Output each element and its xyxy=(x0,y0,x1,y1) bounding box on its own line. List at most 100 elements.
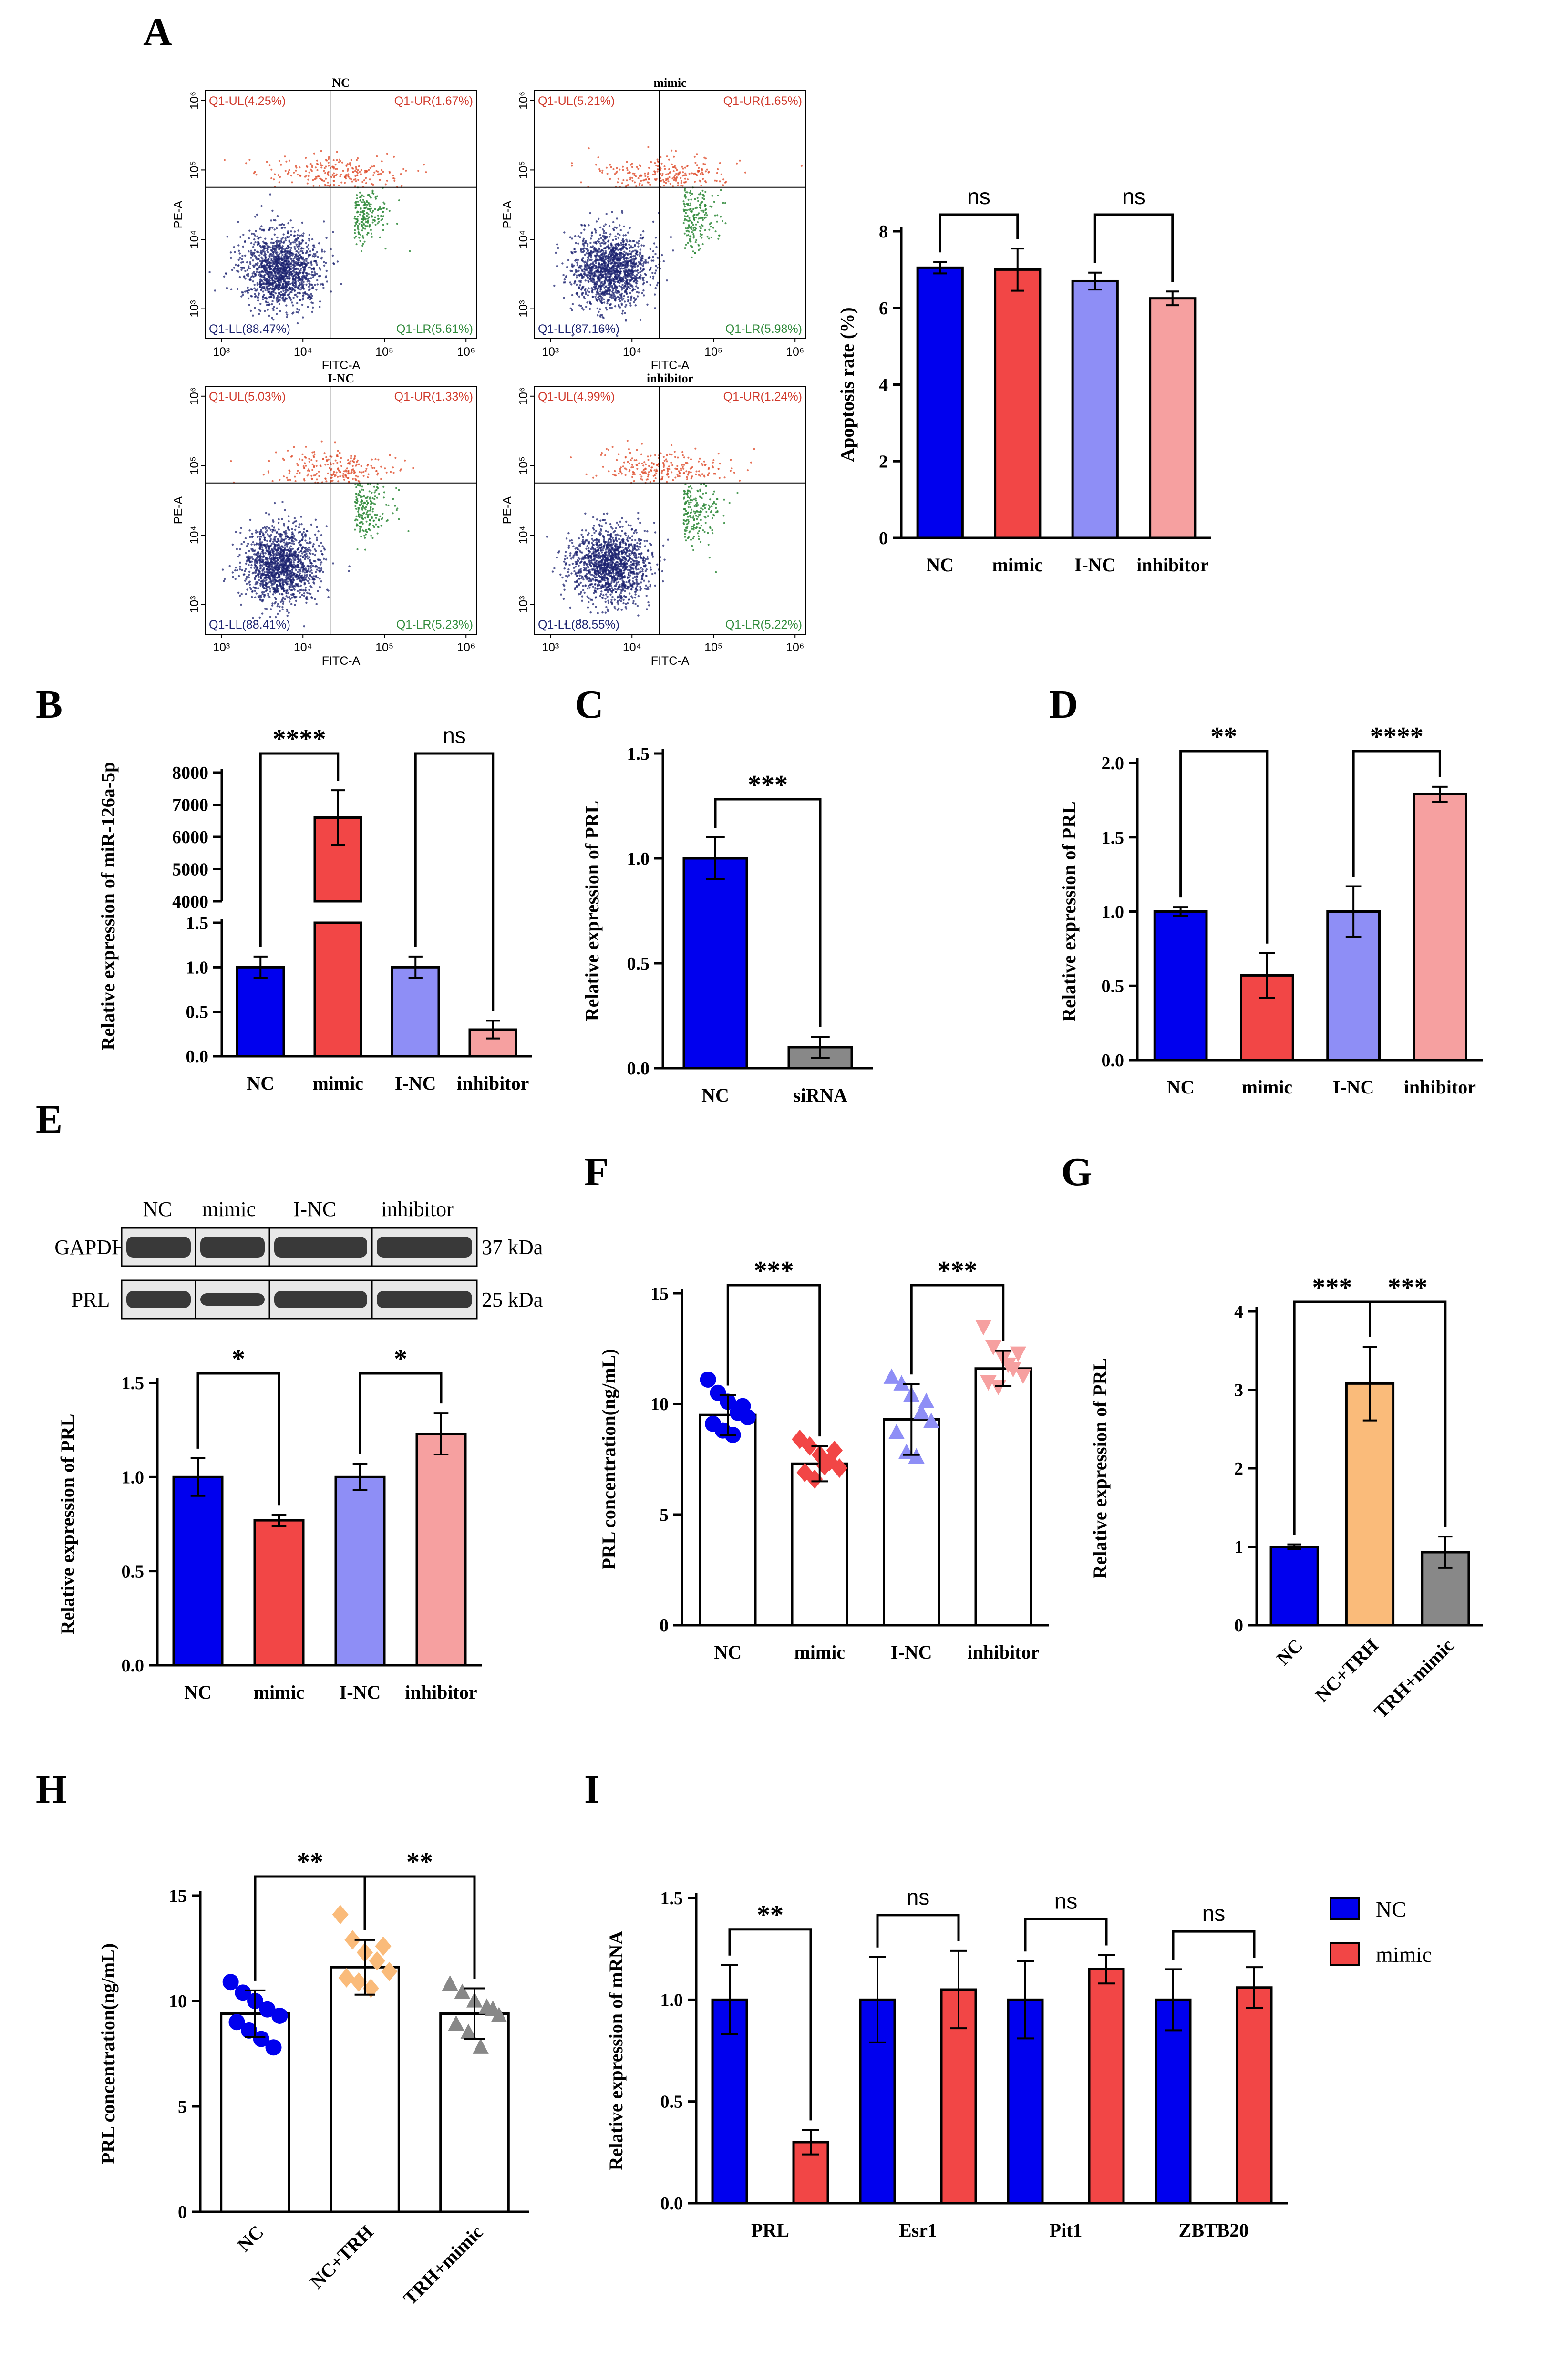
flow-dot-live xyxy=(288,564,290,566)
flow-dot-live xyxy=(633,301,635,304)
flow-dot-apoptotic xyxy=(704,163,706,165)
flow-dot-live xyxy=(589,267,592,270)
flow-dot-early xyxy=(361,245,364,247)
flow-dot-live xyxy=(594,228,596,231)
flow-dot-early xyxy=(370,203,372,206)
flow-dot-apoptotic xyxy=(386,153,388,155)
flow-dot-live xyxy=(614,235,617,237)
flow-dot-early xyxy=(357,200,359,203)
flow-y-tick-label: 10⁵ xyxy=(188,161,201,179)
flow-dot-apoptotic xyxy=(668,168,671,170)
flow-dot-live xyxy=(248,237,250,240)
flow-dot-live xyxy=(571,270,574,272)
flow-dot-apoptotic xyxy=(744,171,746,174)
flow-dot-early xyxy=(362,195,365,197)
flow-dot-live xyxy=(274,219,277,222)
flow-dot-live xyxy=(587,265,590,267)
flow-dot-early xyxy=(386,223,389,225)
flow-dot-live xyxy=(259,286,261,288)
flow-dot-apoptotic xyxy=(350,165,351,167)
flow-dot-early xyxy=(698,226,701,228)
flow-dot-live xyxy=(272,219,275,221)
flow-dot-live xyxy=(276,245,278,248)
flow-dot-live xyxy=(281,227,284,229)
flow-dot-live xyxy=(244,568,247,570)
flow-dot-live xyxy=(300,257,303,259)
flow-dot-live xyxy=(649,284,651,286)
flow-dot-live xyxy=(279,279,281,282)
flow-dot-live xyxy=(263,287,265,289)
flow-dot-live xyxy=(276,313,278,315)
flow-dot-live xyxy=(294,286,296,289)
flow-dot-live xyxy=(276,215,279,217)
flow-dot-live xyxy=(260,205,263,207)
flow-dot-live xyxy=(277,521,280,524)
flow-dot-live xyxy=(290,562,293,565)
flow-dot-live xyxy=(284,282,287,284)
flow-dot-live xyxy=(589,212,591,215)
flow-dot-live xyxy=(266,526,268,528)
flow-y-tick-label: 10⁶ xyxy=(517,92,530,110)
flow-dot-live xyxy=(272,540,275,543)
flow-dot-live xyxy=(268,227,271,229)
flow-dot-live xyxy=(261,591,264,594)
flow-dot-live xyxy=(320,256,323,259)
flow-dot-live xyxy=(261,548,264,551)
flow-dot-live xyxy=(319,578,321,580)
flow-dot-live xyxy=(246,576,248,578)
flow-dot-live xyxy=(290,550,293,553)
flow-dot-live xyxy=(635,263,638,266)
flow-dot-apoptotic xyxy=(274,173,276,175)
flow-dot-live xyxy=(634,288,636,291)
flow-dot-live xyxy=(602,238,604,241)
flow-dot-live xyxy=(590,287,593,289)
flow-dot-live xyxy=(313,578,316,581)
flow-dot-live xyxy=(588,308,591,310)
flow-dot-live xyxy=(622,253,624,255)
flow-dot-early xyxy=(685,212,687,214)
flow-dot-live xyxy=(269,293,272,295)
flow-dot-apoptotic xyxy=(317,163,319,165)
flow-dot-live xyxy=(583,224,586,227)
flow-dot-live xyxy=(300,268,302,270)
flow-dot-live xyxy=(626,267,628,269)
flow-dot-early xyxy=(355,235,357,237)
flow-dot-live xyxy=(250,242,253,245)
flow-dot-live xyxy=(638,255,641,258)
flow-dot-live xyxy=(307,248,310,250)
flow-dot-live xyxy=(265,590,267,592)
flow-dot-live xyxy=(246,559,248,561)
flow-dot-live xyxy=(316,273,319,275)
flow-dot-live xyxy=(629,299,632,301)
flow-dot-early xyxy=(717,237,720,240)
flow-dot-live xyxy=(309,578,311,581)
flow-dot-live xyxy=(298,284,300,287)
flow-dot-live xyxy=(605,278,607,280)
flow-dot-live xyxy=(297,286,300,289)
flow-dot-early xyxy=(362,199,364,201)
flow-dot-live xyxy=(271,227,274,229)
flow-dot-live xyxy=(286,578,288,580)
flow-dot-live xyxy=(284,598,286,601)
flow-plot-title: I-NC xyxy=(328,371,354,385)
flow-dot-apoptotic xyxy=(715,180,718,182)
flow-dot-live xyxy=(286,614,289,617)
flow-dot-live xyxy=(317,590,319,592)
flow-dot-apoptotic xyxy=(355,180,357,182)
flow-dot-live xyxy=(247,542,249,545)
flow-dot-live xyxy=(285,595,288,598)
flow-dot-live xyxy=(262,290,264,293)
flow-dot-live xyxy=(624,285,627,287)
flow-dot-live xyxy=(584,253,587,256)
flow-dot-live xyxy=(278,281,280,284)
flow-dot-apoptotic xyxy=(392,175,394,177)
flow-dot-live xyxy=(301,277,304,279)
flow-dot-live xyxy=(223,275,226,278)
flow-dot-live xyxy=(282,284,284,286)
flow-dot-apoptotic xyxy=(571,162,573,165)
flow-dot-live xyxy=(619,254,621,256)
flow-dot-apoptotic xyxy=(681,165,683,168)
flow-dot-apoptotic xyxy=(353,178,355,181)
flow-dot-live xyxy=(624,277,627,279)
flow-dot-live xyxy=(254,307,256,309)
